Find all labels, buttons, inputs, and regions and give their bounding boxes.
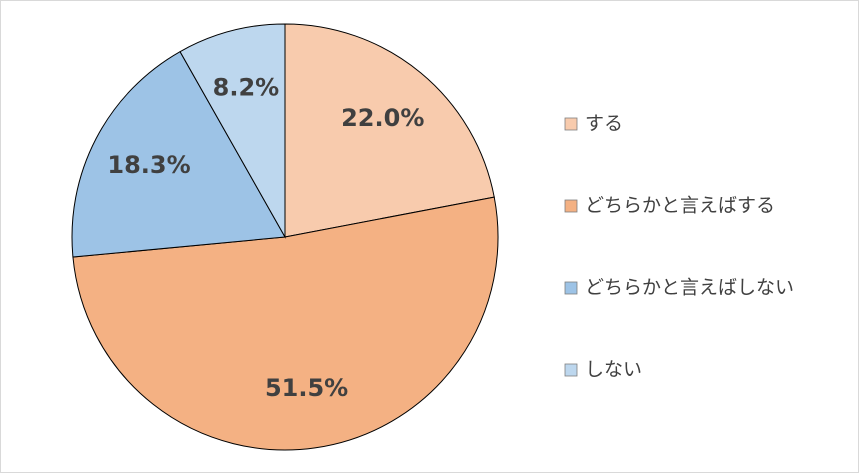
pie-slice bbox=[284, 23, 495, 238]
legend-label: する bbox=[585, 113, 623, 135]
legend-swatch bbox=[564, 281, 578, 295]
legend-swatch bbox=[564, 363, 578, 377]
legend-swatch bbox=[564, 117, 578, 131]
data-label: 51.5% bbox=[265, 374, 348, 402]
pie-slice bbox=[179, 23, 286, 239]
legend-label: しない bbox=[585, 359, 642, 381]
legend-label: どちらかと言えばする bbox=[585, 195, 775, 217]
data-label: 18.3% bbox=[107, 151, 190, 179]
legend-label: どちらかと言えばしない bbox=[585, 277, 794, 299]
legend-swatch bbox=[564, 199, 578, 213]
pie-slice bbox=[72, 196, 499, 451]
data-label: 22.0% bbox=[341, 104, 424, 132]
pie-slice bbox=[71, 50, 286, 258]
data-label: 8.2% bbox=[213, 74, 280, 102]
